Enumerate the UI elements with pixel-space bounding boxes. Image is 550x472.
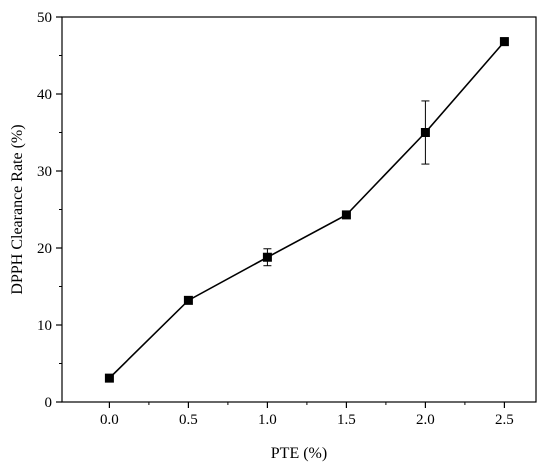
x-axis-title: PTE (%) xyxy=(271,445,327,462)
data-point xyxy=(420,128,430,137)
x-tick-label: 1.0 xyxy=(258,412,277,428)
y-tick-label: 10 xyxy=(37,318,52,334)
data-point xyxy=(341,210,351,220)
plot-area xyxy=(104,37,509,383)
axes: 0.0 0.5 1.0 1.5 2.0 2.5 0 10 20 30 40 50 xyxy=(37,10,514,428)
x-tick-label: 2.0 xyxy=(416,412,435,428)
x-tick-label: 0.0 xyxy=(100,412,119,428)
y-tick-label: 0 xyxy=(45,395,53,411)
series-line xyxy=(108,41,506,379)
data-point xyxy=(104,373,114,383)
x-tick-label: 1.5 xyxy=(337,412,356,428)
y-tick-label: 40 xyxy=(37,87,52,103)
data-point xyxy=(183,295,193,305)
x-tick-label: 2.5 xyxy=(495,412,514,428)
y-tick-label: 20 xyxy=(37,241,52,257)
y-tick-label: 30 xyxy=(37,164,52,180)
y-axis-title: DPPH Clearance Rate (%) xyxy=(9,124,26,294)
y-tick-label: 50 xyxy=(37,10,52,26)
x-tick-label: 0.5 xyxy=(179,412,198,428)
data-point xyxy=(499,37,509,47)
data-point xyxy=(262,252,272,262)
